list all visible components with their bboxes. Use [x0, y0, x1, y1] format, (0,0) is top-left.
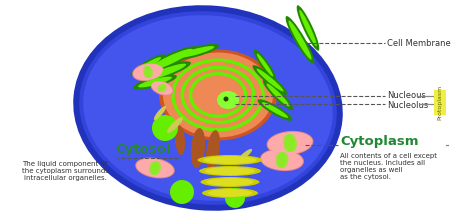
Ellipse shape — [132, 63, 164, 81]
Ellipse shape — [253, 65, 287, 95]
Ellipse shape — [206, 130, 220, 170]
Ellipse shape — [133, 74, 177, 89]
Ellipse shape — [135, 57, 161, 73]
Ellipse shape — [152, 81, 173, 95]
Ellipse shape — [171, 44, 219, 60]
Ellipse shape — [203, 156, 256, 164]
Ellipse shape — [143, 66, 150, 78]
Ellipse shape — [278, 152, 289, 168]
Ellipse shape — [83, 15, 333, 201]
Ellipse shape — [217, 91, 239, 109]
Ellipse shape — [266, 83, 290, 107]
Ellipse shape — [139, 61, 191, 83]
Ellipse shape — [202, 188, 258, 198]
Ellipse shape — [160, 84, 167, 92]
Ellipse shape — [262, 102, 288, 118]
Text: Nucleolus: Nucleolus — [387, 101, 428, 109]
Ellipse shape — [299, 10, 317, 46]
Text: Cytosol: Cytosol — [115, 143, 171, 155]
Ellipse shape — [266, 131, 313, 155]
Ellipse shape — [285, 16, 314, 64]
Ellipse shape — [297, 5, 319, 51]
Ellipse shape — [152, 115, 178, 141]
Ellipse shape — [254, 49, 276, 81]
Ellipse shape — [176, 46, 214, 58]
Ellipse shape — [225, 188, 245, 208]
Ellipse shape — [163, 52, 273, 137]
Ellipse shape — [263, 80, 293, 110]
Ellipse shape — [152, 161, 161, 175]
Ellipse shape — [159, 84, 165, 92]
Text: The liquid component of
the cytoplasm surrounds
intracellular organelles.: The liquid component of the cytoplasm su… — [21, 161, 109, 181]
Text: All contents of a cell except
the nucleus. Includes all
organelles as well
as th: All contents of a cell except the nucleu… — [340, 153, 437, 180]
Ellipse shape — [138, 77, 172, 87]
Ellipse shape — [260, 149, 304, 171]
Ellipse shape — [167, 117, 183, 133]
Ellipse shape — [277, 152, 287, 168]
Ellipse shape — [170, 180, 194, 204]
Ellipse shape — [145, 66, 152, 78]
Ellipse shape — [284, 134, 295, 152]
Ellipse shape — [275, 152, 285, 168]
Ellipse shape — [149, 161, 158, 175]
Ellipse shape — [283, 134, 294, 152]
Ellipse shape — [205, 167, 255, 175]
Ellipse shape — [256, 69, 283, 91]
Ellipse shape — [257, 54, 273, 77]
FancyBboxPatch shape — [434, 90, 446, 115]
Ellipse shape — [286, 134, 297, 152]
Ellipse shape — [136, 159, 174, 177]
Ellipse shape — [159, 50, 277, 141]
Ellipse shape — [289, 20, 311, 59]
Text: Nucleous: Nucleous — [387, 91, 426, 99]
Text: Protoplasm: Protoplasm — [438, 85, 443, 120]
Ellipse shape — [73, 5, 343, 211]
Ellipse shape — [207, 178, 254, 186]
Ellipse shape — [199, 166, 261, 176]
Ellipse shape — [144, 64, 186, 80]
Ellipse shape — [208, 189, 252, 197]
Ellipse shape — [257, 99, 292, 121]
Ellipse shape — [147, 49, 193, 71]
Ellipse shape — [154, 106, 166, 120]
Ellipse shape — [267, 132, 312, 154]
Ellipse shape — [157, 84, 164, 92]
Ellipse shape — [261, 150, 303, 170]
Text: Cytoplasm: Cytoplasm — [340, 135, 419, 147]
Ellipse shape — [191, 128, 205, 168]
Text: Cell Membrane: Cell Membrane — [387, 38, 451, 48]
Ellipse shape — [146, 66, 153, 78]
Ellipse shape — [198, 155, 263, 165]
Ellipse shape — [238, 149, 252, 161]
Ellipse shape — [130, 54, 165, 76]
Ellipse shape — [175, 125, 185, 155]
Ellipse shape — [224, 97, 228, 101]
Ellipse shape — [135, 158, 175, 178]
Ellipse shape — [133, 64, 163, 80]
Ellipse shape — [150, 161, 160, 175]
Ellipse shape — [143, 46, 197, 74]
Ellipse shape — [79, 11, 337, 205]
Ellipse shape — [201, 177, 259, 187]
Ellipse shape — [150, 80, 173, 96]
